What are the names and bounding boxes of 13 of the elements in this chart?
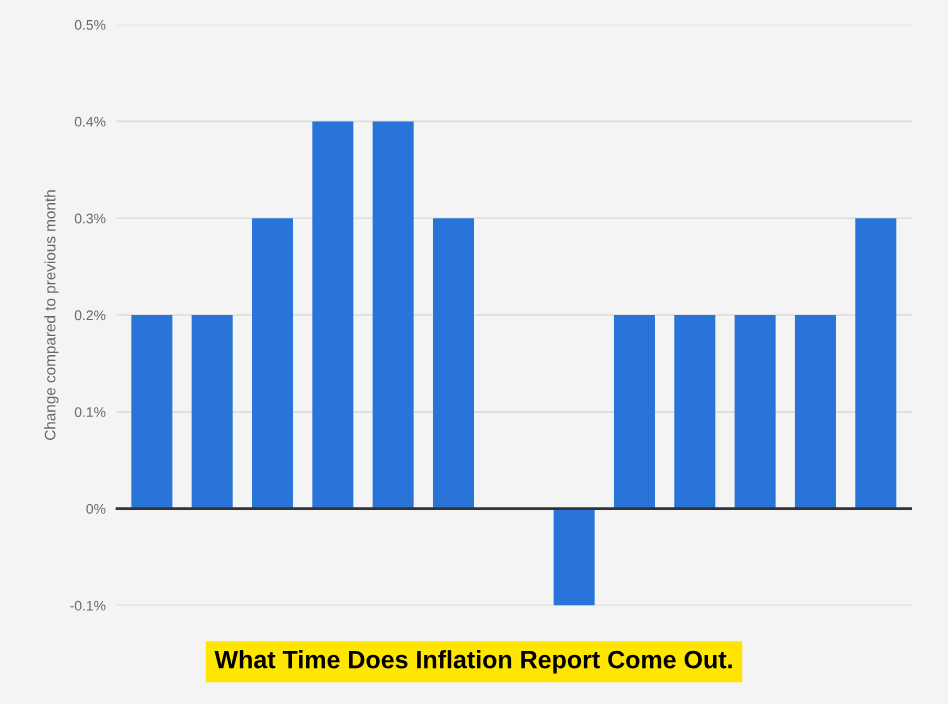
- bar: [372, 121, 414, 509]
- bar: [191, 315, 233, 509]
- bar: [432, 218, 474, 509]
- bar: [855, 218, 897, 509]
- bar: [613, 315, 655, 509]
- text: What Time Does Inflation Report Come Out.: [214, 650, 732, 674]
- bar: [794, 315, 836, 509]
- bar: [252, 218, 294, 509]
- bar: [312, 121, 354, 509]
- bar: [553, 508, 595, 606]
- bar: [674, 315, 716, 509]
- bar: [131, 315, 173, 509]
- bar: [734, 315, 776, 509]
